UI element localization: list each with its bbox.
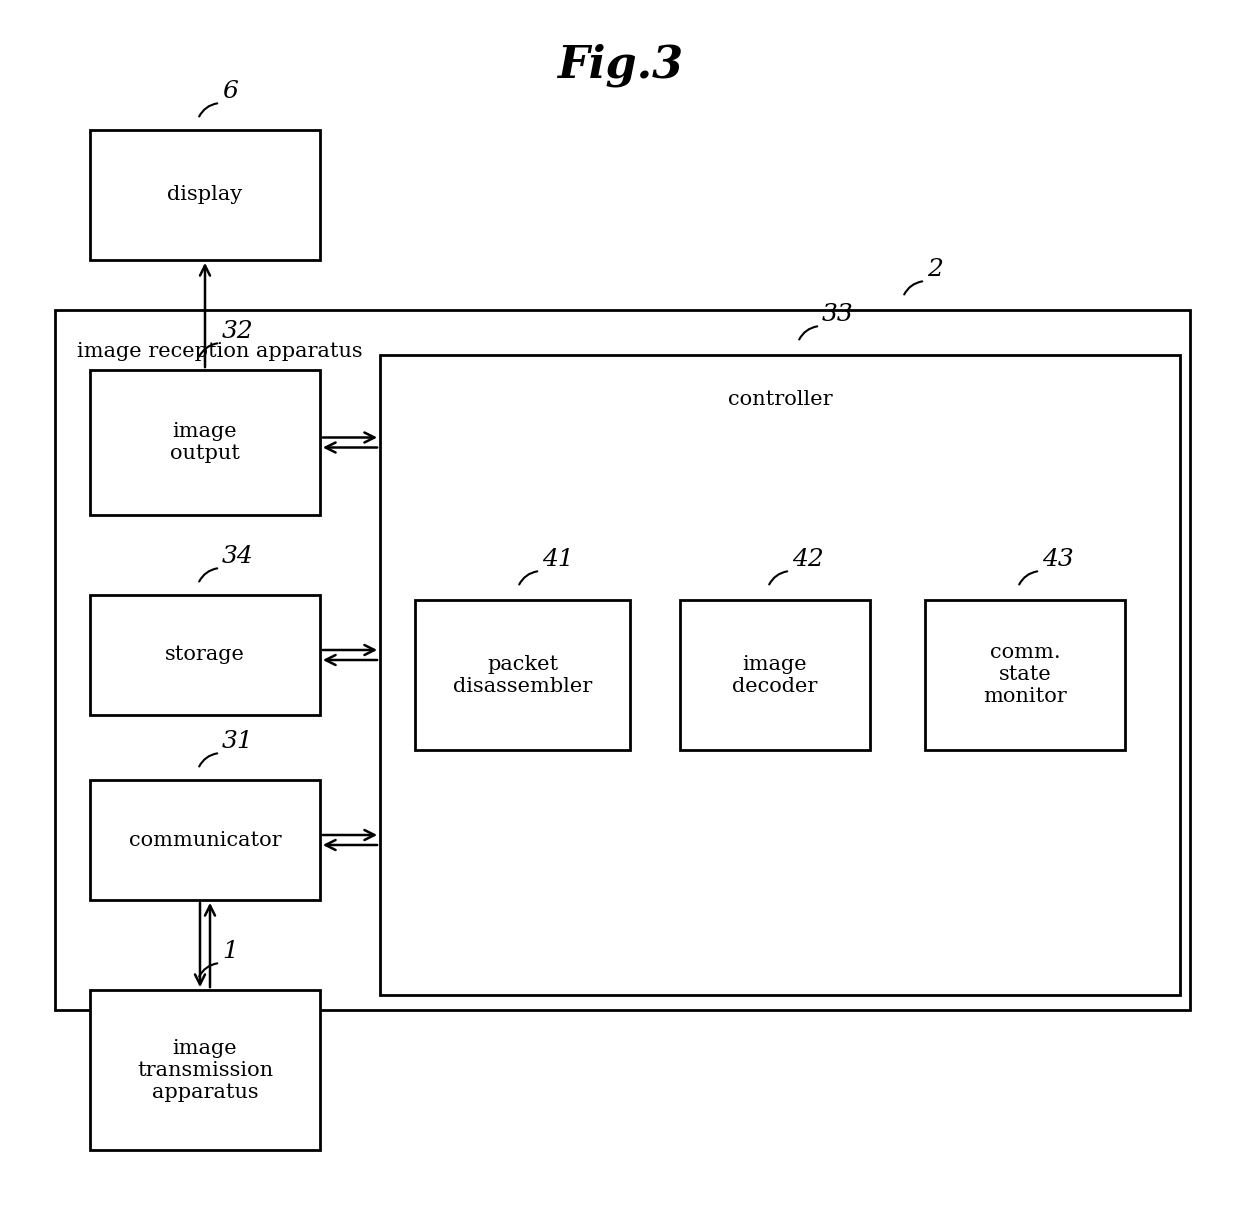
Bar	[415, 600, 630, 750]
Text: 31: 31	[222, 730, 254, 753]
Bar	[91, 370, 320, 515]
Text: communicator: communicator	[129, 830, 281, 850]
Bar	[91, 780, 320, 900]
Text: image
decoder: image decoder	[733, 654, 817, 696]
Text: 32: 32	[222, 320, 254, 343]
Text: 41: 41	[542, 548, 574, 571]
Text: comm.
state
monitor: comm. state monitor	[983, 643, 1066, 707]
Text: 34: 34	[222, 545, 254, 568]
Text: 43: 43	[1042, 548, 1074, 571]
Text: 33: 33	[822, 303, 854, 326]
Text: Fig.3: Fig.3	[557, 43, 683, 87]
Text: 6: 6	[222, 81, 238, 103]
Text: image reception apparatus: image reception apparatus	[77, 342, 362, 361]
Text: 42: 42	[792, 548, 823, 571]
Bar	[91, 595, 320, 716]
Text: image
output: image output	[170, 422, 239, 463]
Bar	[91, 129, 320, 260]
Bar	[55, 310, 1190, 1010]
Bar	[91, 990, 320, 1150]
Text: packet
disassembler: packet disassembler	[453, 654, 593, 696]
Bar	[379, 355, 1180, 995]
Text: controller: controller	[728, 389, 832, 409]
Text: display: display	[167, 186, 243, 204]
Text: storage: storage	[165, 646, 246, 664]
Bar	[925, 600, 1125, 750]
Text: image
transmission
apparatus: image transmission apparatus	[136, 1039, 273, 1101]
Bar	[680, 600, 870, 750]
Text: 2: 2	[928, 258, 942, 281]
Text: 1: 1	[222, 940, 238, 963]
